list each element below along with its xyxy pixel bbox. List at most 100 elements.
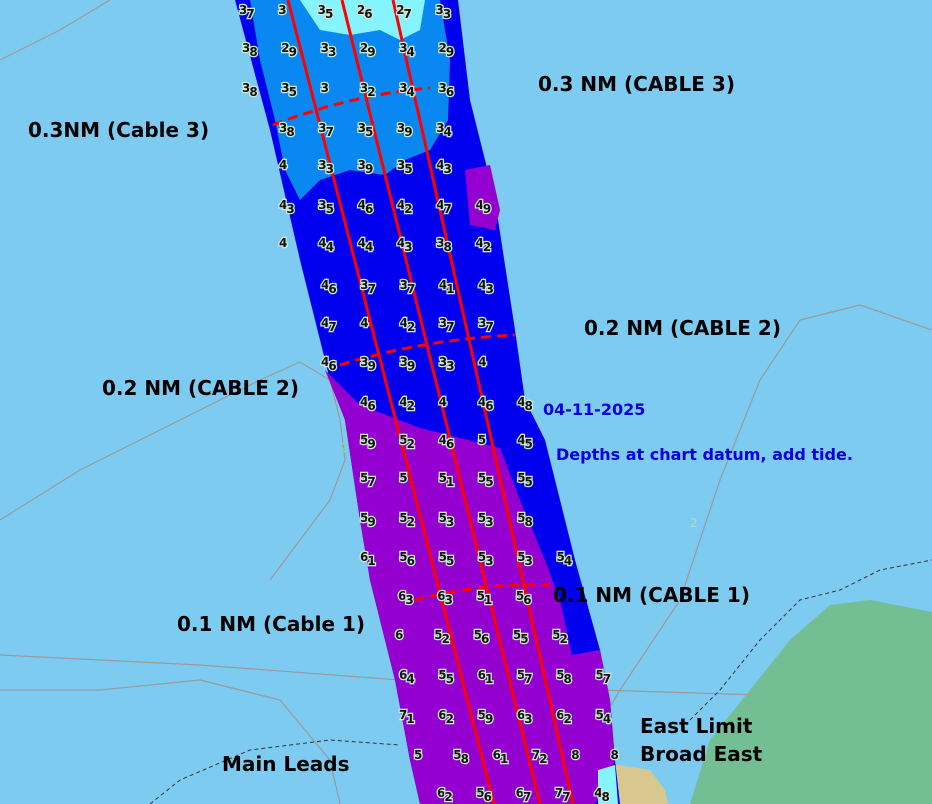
cable1-label-right: 0.1 NM (CABLE 1) (553, 583, 750, 607)
depth-sounding: 34 (399, 41, 415, 59)
depth-sounding: 38 (436, 236, 452, 254)
depth-sounding: 35 (397, 158, 413, 176)
depth-sounding: 53 (478, 550, 494, 568)
depth-sounding: 38 (242, 41, 258, 59)
depth-sounding: 63 (398, 589, 414, 607)
depth-sounding: 29 (360, 41, 376, 59)
depth-sounding: 57 (360, 471, 376, 489)
depth-sounding: 52 (552, 628, 568, 646)
depth-sounding: 6 (395, 628, 403, 642)
depth-sounding: 41 (439, 278, 455, 296)
leading-lines (286, 0, 575, 804)
coastline-dashed (689, 559, 932, 721)
lead-line-west (286, 0, 496, 804)
depth-sounding: 4 (439, 395, 447, 409)
depth-sounding: 48 (517, 395, 533, 413)
depth-sounding: 58 (517, 511, 533, 529)
depth-sounding: 56 (516, 589, 532, 607)
depth-sounding: 37 (318, 121, 334, 139)
depth-sounding: 42 (400, 316, 416, 334)
cable-arcs (272, 86, 551, 602)
depth-sounding: 54 (557, 550, 573, 568)
depth-sounding: 39 (397, 121, 413, 139)
depth-sounding: 63 (517, 708, 533, 726)
depth-sounding: 42 (399, 395, 415, 413)
depth-sounding: 54 (596, 708, 612, 726)
depth-sounding: 36 (439, 81, 455, 99)
depth-sounding: 4 (478, 355, 486, 369)
depth-sounding: 59 (478, 708, 494, 726)
depth-sounding: 46 (358, 198, 374, 216)
depth-sounding: 4 (279, 236, 287, 250)
depth-sounding: 46 (321, 278, 337, 296)
depth-sounding: 39 (360, 355, 376, 373)
depth-sounding: 55 (478, 471, 494, 489)
depth-sounding: 62 (437, 786, 453, 804)
depth-sounding: 52 (399, 433, 415, 451)
depth-sounding: 71 (399, 708, 415, 726)
channel-purple (325, 370, 615, 804)
depth-sounding: 37 (439, 316, 455, 334)
cable2-label-right: 0.2 NM (CABLE 2) (584, 316, 781, 340)
depth-sounding: 35 (281, 81, 297, 99)
land-green (690, 600, 932, 804)
depth-sounding: 77 (555, 786, 571, 804)
east-limit-label: East Limit (640, 714, 753, 738)
cable2-label-left: 0.2 NM (CABLE 2) (102, 376, 299, 400)
depth-sounding: 47 (321, 316, 337, 334)
lead-line-east (391, 0, 575, 804)
depth-sounding: 33 (321, 41, 337, 59)
depth-sounding: 46 (321, 355, 337, 373)
depth-sounding: 43 (478, 278, 494, 296)
depth-sounding: 49 (476, 198, 492, 216)
depth-sounding: 48 (594, 786, 610, 804)
land-tan (612, 764, 668, 804)
depth-sounding: 5 (399, 471, 407, 485)
depth-sounding: 47 (436, 198, 452, 216)
depth-sounding: 53 (478, 511, 494, 529)
depth-sounding: 55 (517, 471, 533, 489)
depth-sounding: 43 (397, 236, 413, 254)
depth-sounding: 56 (474, 628, 490, 646)
depth-sounding: 44 (318, 236, 334, 254)
channel-cyan-patch (598, 765, 618, 804)
depth-sounding: 57 (596, 668, 612, 686)
depth-sounding: 63 (437, 589, 453, 607)
depth-sounding: 42 (476, 236, 492, 254)
datum-note: Depths at chart datum, add tide. (556, 445, 853, 464)
survey-date: 04-11-2025 (543, 400, 646, 419)
cable-1-arc (414, 583, 551, 602)
depth-sounding: 8 (571, 748, 579, 762)
depth-sounding: 37 (360, 278, 376, 296)
depth-sounding: 58 (453, 748, 469, 766)
depth-sounding: 59 (360, 433, 376, 451)
depth-sounding: 61 (360, 550, 376, 568)
depth-sounding: 46 (478, 395, 494, 413)
depth-sounding: 53 (439, 511, 455, 529)
depth-sounding: 29 (439, 41, 455, 59)
depth-sounding: 62 (438, 708, 454, 726)
depth-sounding: 64 (399, 668, 415, 686)
depth-sounding: 34 (399, 81, 415, 99)
depth-sounding: 61 (478, 668, 494, 686)
lead-line-centre (340, 0, 542, 804)
depth-sounding: 59 (360, 511, 376, 529)
depth-sounding: 35 (318, 3, 334, 21)
depth-sounding: 38 (242, 81, 258, 99)
depth-sounding: 37 (400, 278, 416, 296)
depth-sounding: 55 (438, 668, 454, 686)
cable3-label-right: 0.3 NM (CABLE 3) (538, 72, 735, 96)
broad-east-label: Broad East (640, 742, 763, 766)
depth-sounding: 29 (281, 41, 297, 59)
depth-sounding: 52 (434, 628, 450, 646)
depth-sounding: 44 (358, 236, 374, 254)
depth-sounding: 3 (278, 3, 286, 17)
depth-sounding: 39 (400, 355, 416, 373)
coastline-dashed-left (149, 739, 401, 804)
depth-sounding: 46 (439, 433, 455, 451)
depth-sounding: 67 (516, 786, 532, 804)
depth-sounding: 43 (279, 198, 295, 216)
depth-sounding: 38 (279, 121, 295, 139)
depth-sounding: 55 (513, 628, 529, 646)
